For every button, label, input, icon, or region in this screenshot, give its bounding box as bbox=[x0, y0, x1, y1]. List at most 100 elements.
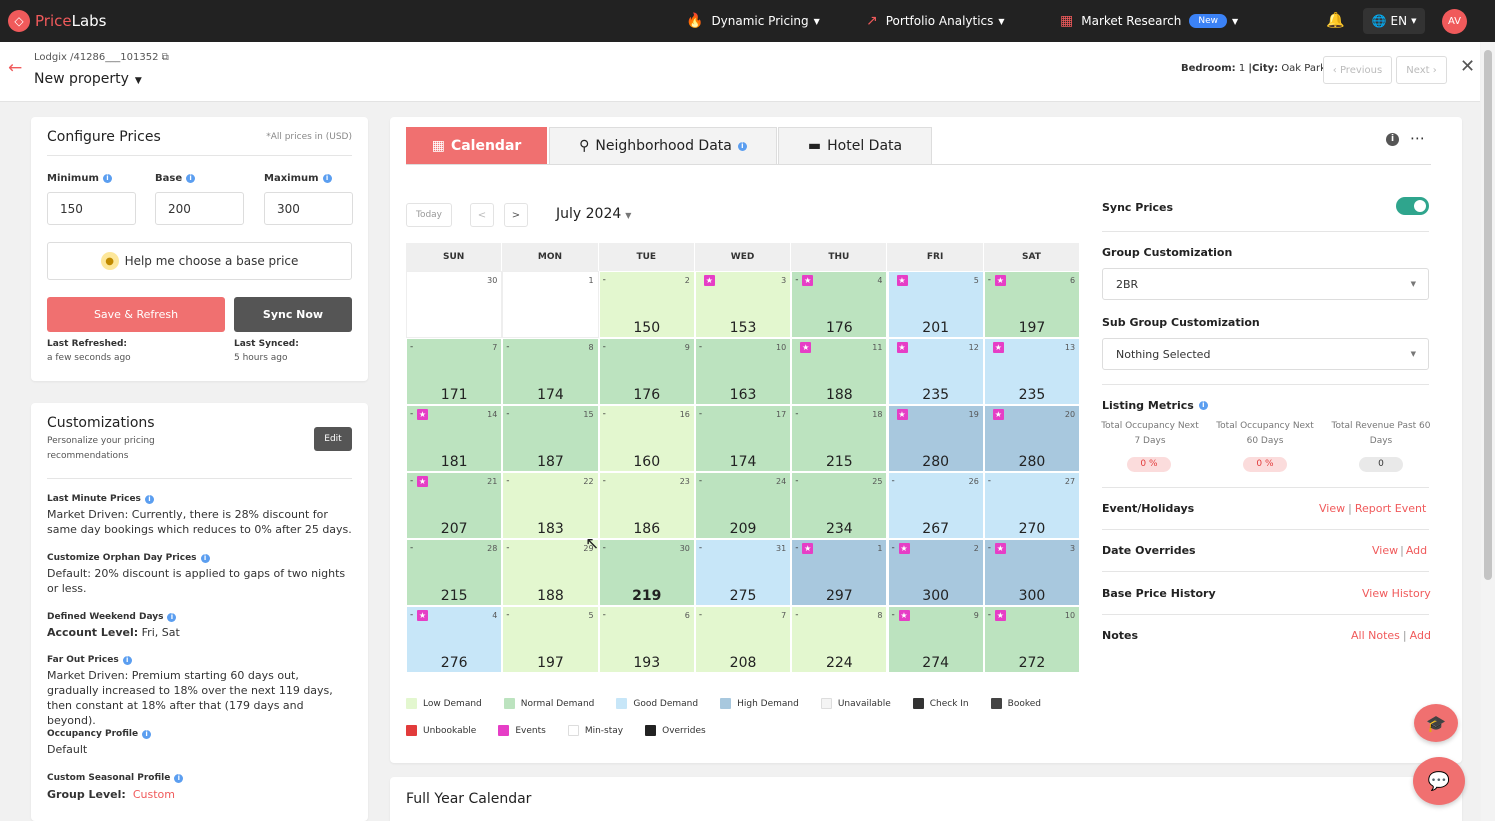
event-star-icon[interactable]: ★ bbox=[802, 275, 814, 286]
calendar-day-cell[interactable]: - ★ 14 181 bbox=[406, 405, 503, 472]
sync-prices-toggle[interactable] bbox=[1396, 197, 1429, 215]
calendar-day-cell[interactable]: - 25 234 bbox=[791, 472, 888, 539]
event-star-icon[interactable]: ★ bbox=[800, 342, 812, 353]
calendar-day-cell[interactable]: ★ 13 235 bbox=[983, 338, 1081, 405]
calendar-day-cell[interactable]: - ★ 6 197 bbox=[983, 271, 1081, 338]
group-customization-select[interactable]: 2BR ▼ bbox=[1102, 268, 1429, 300]
calendar-day-cell[interactable]: - 16 160 bbox=[598, 405, 695, 472]
view-events-link[interactable]: View bbox=[1319, 502, 1346, 515]
maximum-price-input[interactable]: 300 bbox=[264, 192, 353, 225]
calendar-day-cell[interactable]: - ★ 21 207 bbox=[406, 472, 503, 539]
minimum-price-input[interactable]: 150 bbox=[47, 192, 136, 225]
next-month-button[interactable]: > bbox=[504, 203, 528, 227]
event-star-icon[interactable]: ★ bbox=[994, 610, 1006, 621]
nav-market-research[interactable]: ▦ Market Research New ▼ bbox=[1060, 13, 1239, 29]
close-icon[interactable]: ✕ bbox=[1460, 56, 1476, 77]
event-star-icon[interactable]: ★ bbox=[417, 409, 428, 420]
tab-neighborhood-data[interactable]: ⚲ Neighborhood Data i bbox=[549, 127, 777, 164]
event-star-icon[interactable]: ★ bbox=[994, 543, 1006, 554]
view-overrides-link[interactable]: View bbox=[1372, 544, 1399, 557]
calendar-day-cell[interactable]: 1 bbox=[502, 271, 599, 338]
calendar-day-cell[interactable]: - 10 163 bbox=[694, 338, 792, 405]
calendar-day-cell[interactable]: - ★ 10 272 bbox=[983, 606, 1081, 673]
calendar-day-cell[interactable]: - 18 215 bbox=[791, 405, 888, 472]
language-selector[interactable]: 🌐 EN ▼ bbox=[1363, 8, 1425, 34]
custom-link[interactable]: Custom bbox=[132, 788, 175, 801]
calendar-day-cell[interactable]: ★ 5 201 bbox=[887, 271, 984, 338]
pricelabs-logo[interactable]: ◇ PriceLabs bbox=[8, 10, 106, 32]
calendar-day-cell[interactable]: - ★ 4 276 bbox=[406, 606, 503, 673]
calendar-day-cell[interactable]: ★ 12 235 bbox=[887, 338, 984, 405]
info-icon[interactable]: i bbox=[1198, 401, 1208, 410]
calendar-day-cell[interactable]: - 30 219 bbox=[598, 539, 695, 606]
add-override-link[interactable]: Add bbox=[1405, 544, 1428, 557]
event-star-icon[interactable]: ★ bbox=[896, 409, 908, 420]
scrollbar[interactable] bbox=[1481, 42, 1495, 821]
calendar-day-cell[interactable]: - 8 224 bbox=[791, 606, 888, 673]
event-star-icon[interactable]: ★ bbox=[896, 342, 908, 353]
info-icon[interactable]: i bbox=[200, 553, 210, 563]
calendar-day-cell[interactable]: - 6 193 bbox=[598, 606, 695, 673]
calendar-day-cell[interactable]: - 17 174 bbox=[694, 405, 792, 472]
add-note-link[interactable]: Add bbox=[1409, 629, 1431, 642]
info-icon[interactable]: i bbox=[174, 773, 184, 783]
info-icon[interactable]: i bbox=[144, 494, 154, 504]
calendar-day-cell[interactable]: - ★ 4 176 bbox=[791, 271, 888, 338]
info-icon[interactable]: i bbox=[322, 174, 332, 183]
info-icon[interactable]: i bbox=[102, 174, 112, 183]
event-star-icon[interactable]: ★ bbox=[898, 610, 910, 621]
external-link-icon[interactable]: ⧉ bbox=[161, 52, 169, 63]
calendar-day-cell[interactable]: - 23 186 bbox=[598, 472, 695, 539]
sub-group-customization-select[interactable]: Nothing Selected ▼ bbox=[1102, 338, 1429, 370]
calendar-day-cell[interactable]: - 8 174 bbox=[502, 338, 599, 405]
calendar-day-cell[interactable]: ★ 19 280 bbox=[887, 405, 984, 472]
graduation-cap-icon[interactable]: 🎓 bbox=[1414, 704, 1458, 742]
breadcrumb[interactable]: Lodgix /41286___101352 ⧉ bbox=[34, 52, 169, 63]
back-arrow-icon[interactable]: ← bbox=[8, 58, 23, 78]
avatar[interactable]: AV bbox=[1442, 9, 1467, 34]
event-star-icon[interactable]: ★ bbox=[417, 610, 428, 621]
event-star-icon[interactable]: ★ bbox=[898, 543, 910, 554]
calendar-day-cell[interactable]: - 22 183 bbox=[502, 472, 599, 539]
calendar-day-cell[interactable]: - 7 208 bbox=[694, 606, 792, 673]
calendar-day-cell[interactable]: - ★ 3 300 bbox=[983, 539, 1081, 606]
view-history-link[interactable]: View History bbox=[1362, 587, 1431, 600]
event-star-icon[interactable]: ★ bbox=[896, 275, 908, 286]
info-icon[interactable]: i bbox=[122, 655, 132, 665]
info-icon[interactable]: i bbox=[737, 141, 747, 151]
calendar-day-cell[interactable]: - 5 197 bbox=[502, 606, 599, 673]
nav-dynamic-pricing[interactable]: 🔥 Dynamic Pricing ▼ bbox=[686, 13, 820, 29]
calendar-day-cell[interactable]: - 2 150 bbox=[598, 271, 695, 338]
calendar-day-cell[interactable]: ★ 20 280 bbox=[983, 405, 1081, 472]
event-star-icon[interactable]: ★ bbox=[994, 275, 1006, 286]
event-star-icon[interactable]: ★ bbox=[703, 275, 715, 286]
calendar-day-cell[interactable]: - 28 215 bbox=[406, 539, 503, 606]
calendar-day-cell[interactable]: - 9 176 bbox=[598, 338, 695, 405]
month-selector[interactable]: July 2024 ▼ bbox=[556, 206, 632, 222]
previous-button[interactable]: ‹ Previous bbox=[1323, 56, 1392, 84]
calendar-day-cell[interactable]: - 29 188 bbox=[502, 539, 599, 606]
help-choose-base-price-button[interactable]: ● Help me choose a base price bbox=[47, 242, 352, 280]
sync-now-button[interactable]: Sync Now bbox=[234, 297, 352, 332]
event-star-icon[interactable]: ★ bbox=[417, 476, 428, 487]
chat-icon[interactable]: 💬 bbox=[1413, 757, 1465, 805]
event-star-icon[interactable]: ★ bbox=[802, 543, 814, 554]
calendar-day-cell[interactable]: - 24 209 bbox=[694, 472, 792, 539]
all-notes-link[interactable]: All Notes bbox=[1351, 629, 1400, 642]
prev-month-button[interactable]: < bbox=[470, 203, 494, 227]
calendar-day-cell[interactable]: - 7 171 bbox=[406, 338, 503, 405]
calendar-day-cell[interactable]: - ★ 2 300 bbox=[887, 539, 984, 606]
calendar-day-cell[interactable]: - 26 267 bbox=[887, 472, 984, 539]
info-icon[interactable]: i bbox=[142, 729, 152, 739]
nav-portfolio-analytics[interactable]: ↗ Portfolio Analytics ▼ bbox=[866, 13, 1005, 29]
calendar-day-cell[interactable]: - 15 187 bbox=[502, 405, 599, 472]
property-title[interactable]: New property ▼ bbox=[34, 71, 142, 87]
calendar-day-cell[interactable]: 30 bbox=[406, 271, 503, 338]
calendar-day-cell[interactable]: - 27 270 bbox=[983, 472, 1081, 539]
info-icon[interactable]: i bbox=[167, 612, 177, 622]
calendar-day-cell[interactable]: ★ 3 153 bbox=[694, 271, 792, 338]
event-star-icon[interactable]: ★ bbox=[992, 342, 1004, 353]
tab-hotel-data[interactable]: ▬ Hotel Data bbox=[778, 127, 932, 164]
next-button[interactable]: Next › bbox=[1396, 56, 1447, 84]
today-button[interactable]: Today bbox=[406, 203, 452, 227]
